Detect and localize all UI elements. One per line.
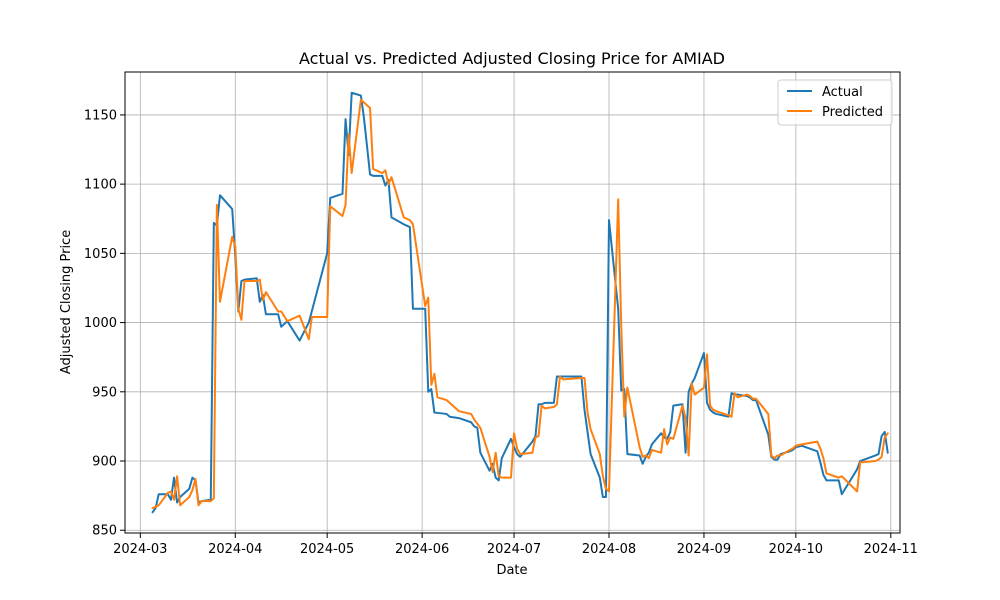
x-axis-ticks: 2024-03 2024-04 2024-05 2024-06 2024-07 2024-… [113, 533, 918, 557]
y-tick-label: 950 [92, 385, 117, 400]
legend-label-actual: Actual [822, 85, 863, 100]
x-tick-label: 2024-10 [769, 542, 823, 557]
chart-title: Actual vs. Predicted Adjusted Closing Pr… [299, 49, 725, 68]
x-tick-label: 2024-11 [864, 542, 918, 557]
x-tick-label: 2024-09 [677, 542, 731, 557]
x-tick-label: 2024-08 [582, 542, 636, 557]
y-axis-ticks: 850 900 950 1000 1050 1100 1150 [84, 108, 125, 539]
y-tick-label: 900 [92, 455, 117, 470]
x-tick-label: 2024-03 [113, 542, 167, 557]
x-tick-label: 2024-04 [208, 542, 262, 557]
x-tick-label: 2024-06 [395, 542, 449, 557]
x-axis-title: Date [496, 563, 527, 578]
series-line-actual [151, 91, 889, 514]
legend-label-predicted: Predicted [822, 105, 883, 120]
y-tick-label: 850 [92, 524, 117, 539]
y-tick-label: 1150 [84, 108, 117, 123]
y-tick-label: 1050 [84, 247, 117, 262]
y-axis-title: Adjusted Closing Price [59, 230, 74, 374]
y-tick-label: 1000 [84, 316, 117, 331]
series-lines [151, 91, 889, 514]
legend: Actual Predicted [777, 79, 893, 126]
series-line-predicted [151, 98, 889, 510]
x-tick-label: 2024-07 [487, 542, 541, 557]
plot-frame [124, 71, 901, 534]
x-tick-label: 2024-05 [300, 542, 354, 557]
y-tick-label: 1100 [84, 178, 117, 193]
